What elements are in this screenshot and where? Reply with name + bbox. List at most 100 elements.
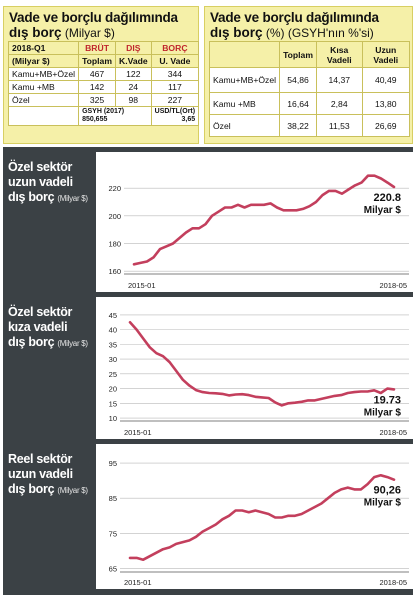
table1-foot-row: GSYH (2017) 850,655 USD/TL(Ort) 3,65 <box>7 106 200 126</box>
data-point <box>129 321 131 324</box>
data-point <box>142 337 144 340</box>
table2-cell: 2,84 <box>315 92 363 115</box>
table1-col-top-0: BRÜT <box>78 41 116 55</box>
data-point <box>250 204 252 206</box>
chart2-title-line: dış borç <box>8 335 55 349</box>
data-point <box>175 370 177 372</box>
data-point <box>287 515 290 517</box>
data-point <box>256 204 259 206</box>
data-point <box>208 392 210 394</box>
data-point <box>315 201 317 203</box>
x-tick-label-end: 2018-05 <box>379 578 407 587</box>
data-point <box>294 515 296 517</box>
table1-cell: 117 <box>150 80 200 94</box>
table1-row: Özel 325 98 227 <box>7 93 200 107</box>
data-point <box>224 206 226 209</box>
separator <box>3 147 413 152</box>
data-point <box>380 177 382 180</box>
chart1-title-line: dış borç <box>8 190 55 204</box>
data-point <box>215 523 217 526</box>
y-tick-label: 30 <box>109 355 117 364</box>
chart3-title-block: Reel sektör uzun vadeli dış borç (Milyar… <box>3 444 96 589</box>
table1-row-label: Kamu+MB+Özel <box>7 67 80 81</box>
table1-foot-right-value: 3,65 <box>181 116 196 123</box>
y-tick-label: 95 <box>109 459 117 468</box>
table1-col-bottom-0: Toplam <box>78 54 116 68</box>
data-point <box>133 263 135 266</box>
table2-row-label: Özel <box>208 114 281 137</box>
chart-panel-1: Özel sektör uzun vadeli dış borç (Milyar… <box>3 152 413 292</box>
data-point <box>198 227 200 230</box>
x-tick-label-end: 2018-05 <box>379 281 407 290</box>
table2-box: Vade ve borçlu dağılımında dış borç (%) … <box>204 6 413 144</box>
table1-corner-bottom: (Milyar $) <box>7 54 80 68</box>
data-point <box>175 543 177 545</box>
data-point <box>353 391 356 393</box>
data-point <box>215 392 217 395</box>
chart2-title-line: kıza vadeli <box>8 320 68 334</box>
data-point <box>237 204 239 206</box>
table2-cell: 26,69 <box>361 114 411 137</box>
data-point <box>294 401 296 404</box>
data-point <box>367 174 369 177</box>
data-point <box>168 361 171 363</box>
chart2-unit: (Milyar $) <box>57 339 88 348</box>
data-point <box>155 551 158 554</box>
table1-header: Vade ve borçlu dağılımında dış borç (Mil… <box>9 10 178 41</box>
data-point <box>287 402 290 405</box>
table1-subtitle-bold: dış borç <box>9 25 62 40</box>
data-point <box>263 204 265 206</box>
data-point <box>188 384 191 387</box>
chart3-title-line: dış borç <box>8 482 55 496</box>
data-point <box>254 396 257 398</box>
data-point <box>139 262 142 264</box>
data-point <box>178 237 181 239</box>
data-point <box>165 245 168 248</box>
data-point <box>302 208 304 210</box>
table1-title: Vade ve borçlu dağılımında <box>9 10 178 25</box>
chart3-title-line: uzun vadeli <box>8 467 73 481</box>
chart3-title: Reel sektör uzun vadeli dış borç (Milyar… <box>8 452 88 498</box>
data-point <box>135 557 138 559</box>
data-point <box>289 209 291 212</box>
data-point <box>135 328 138 331</box>
data-point <box>204 223 207 225</box>
data-point <box>300 513 303 515</box>
data-point <box>393 388 395 391</box>
table1-foot-empty <box>7 106 80 126</box>
data-point <box>360 390 362 393</box>
data-point <box>341 192 343 195</box>
x-tick-label-start: 2015-01 <box>124 428 152 437</box>
data-point <box>366 390 369 393</box>
chart3-unit: (Milyar $) <box>57 486 88 495</box>
data-point <box>159 248 161 250</box>
table1-col-top-1: DIŞ <box>114 41 152 55</box>
data-point <box>241 393 243 395</box>
data-point <box>230 206 233 209</box>
table2-title: Vade ve borçlu dağılımında <box>210 10 379 25</box>
data-point <box>269 202 272 205</box>
table1-cell: 227 <box>150 93 200 107</box>
x-tick-label-start: 2015-01 <box>128 281 156 290</box>
table1-row-label: Özel <box>7 93 80 107</box>
chart2-title-block: Özel sektör kıza vadeli dış borç (Milyar… <box>3 297 96 439</box>
series-line <box>128 321 396 407</box>
data-point <box>168 546 171 549</box>
data-point <box>201 391 204 393</box>
y-tick-label: 200 <box>108 212 121 221</box>
y-tick-label: 40 <box>109 326 117 335</box>
separator <box>3 439 413 444</box>
table2-subtitle-bold: dış borç <box>210 25 263 40</box>
data-point <box>347 392 349 394</box>
table2-header: Vade ve borçlu dağılımında dış borç (%) … <box>210 10 379 41</box>
data-point <box>172 242 174 245</box>
end-value-label: 220.8 <box>373 192 401 204</box>
chart2-title-line: Özel sektör <box>8 305 73 319</box>
data-point <box>201 530 204 533</box>
y-tick-label: 65 <box>109 564 117 573</box>
data-point <box>149 555 151 557</box>
table1-foot-left-value: 850,655 <box>82 116 108 123</box>
y-tick-label: 20 <box>109 385 117 394</box>
